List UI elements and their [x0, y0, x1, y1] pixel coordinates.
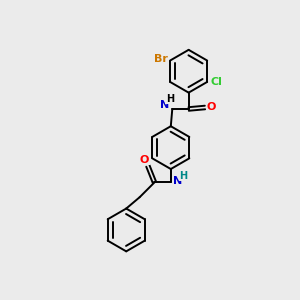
- Text: H: H: [179, 171, 188, 181]
- Text: H: H: [166, 94, 174, 103]
- Text: Cl: Cl: [211, 77, 223, 87]
- Text: O: O: [207, 103, 216, 112]
- Text: O: O: [140, 154, 149, 164]
- Text: N: N: [160, 100, 170, 110]
- Text: N: N: [173, 176, 182, 186]
- Text: Br: Br: [154, 54, 167, 64]
